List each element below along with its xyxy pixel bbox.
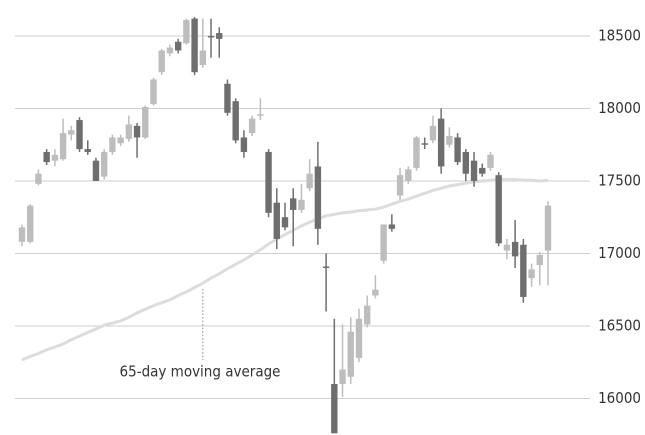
candle-body [331, 383, 338, 434]
candle-body [273, 202, 280, 239]
candle-body [59, 133, 67, 160]
candle-body [257, 114, 264, 116]
candle-body [27, 205, 34, 242]
y-tick-label: 17000 [598, 244, 641, 262]
candle-body [125, 124, 133, 139]
candle-body [281, 217, 289, 228]
candle-body [372, 289, 379, 296]
candle-body [314, 166, 322, 229]
moving-average-line [21, 178, 549, 362]
annotation: 65-day moving average [120, 363, 281, 381]
candle-body [470, 160, 478, 181]
candle-body [216, 33, 223, 39]
y-tick-label: 16500 [598, 316, 641, 334]
candle-body [183, 20, 190, 44]
y-tick-label: 17500 [598, 171, 641, 189]
candle-body [166, 47, 174, 54]
candle-body [298, 199, 305, 210]
candle-body [454, 137, 461, 163]
candle-body [306, 173, 313, 189]
candle-body [133, 125, 141, 138]
candle-body [405, 169, 412, 181]
y-tick-label: 18000 [598, 99, 641, 117]
candle-body [511, 241, 519, 257]
candle-body [421, 143, 428, 145]
candle-body [76, 120, 83, 150]
candle-body [150, 79, 157, 105]
y-tick-label: 18500 [598, 26, 641, 44]
candle-body [142, 107, 149, 138]
candle-body [322, 266, 330, 269]
candle-body [429, 125, 437, 141]
candle-body [487, 154, 494, 168]
candle-body [528, 269, 535, 279]
candle-body [503, 244, 511, 251]
candle-body [520, 244, 527, 297]
candle-body [224, 83, 231, 113]
candle-body [290, 198, 297, 210]
candle-body [248, 118, 256, 134]
candle-body [207, 35, 215, 38]
candle-body [446, 136, 453, 145]
candle-body [84, 149, 91, 152]
candle-body [174, 41, 182, 51]
candle-body [347, 331, 354, 377]
candle-body [51, 154, 59, 161]
candle-body [265, 151, 272, 213]
candle-body [495, 175, 502, 244]
candle-body [462, 151, 470, 174]
candle-body [43, 151, 50, 163]
candle-body [363, 305, 371, 325]
candle-body [536, 254, 543, 266]
y-tick-label: 16000 [598, 389, 641, 407]
candle-body [479, 167, 486, 174]
candle-body [544, 205, 552, 251]
candle-body [413, 137, 420, 168]
candle-body [68, 130, 75, 135]
candle-body [380, 224, 387, 261]
candle-body [396, 175, 404, 196]
candle-body [437, 118, 445, 167]
candle-body [35, 173, 42, 184]
candle-body [199, 50, 207, 65]
candle-body [232, 101, 239, 141]
candle-body [388, 224, 396, 229]
candle-body [100, 151, 108, 177]
candle-body [92, 160, 100, 181]
candle-body [18, 227, 26, 242]
candle-body [355, 318, 363, 358]
candle-body [109, 137, 116, 152]
candle-body [191, 18, 198, 73]
candle-body [117, 137, 124, 144]
candle-body [158, 50, 165, 73]
candle-body [339, 369, 346, 384]
candle-body [240, 137, 248, 152]
